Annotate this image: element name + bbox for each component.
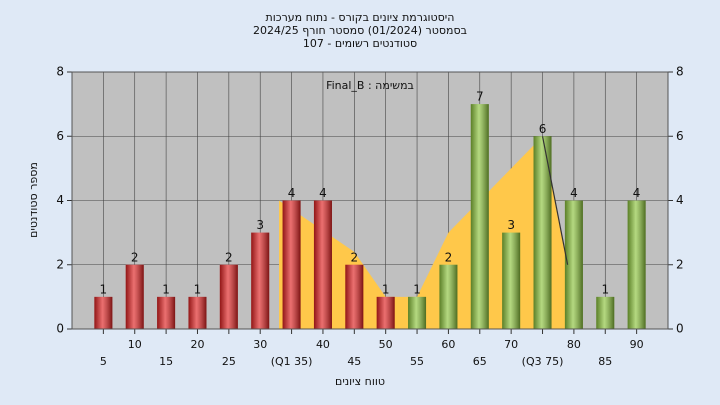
data-label: 1 xyxy=(194,282,202,296)
x-tick-label: (Q1 35) xyxy=(271,355,313,368)
data-label: 2 xyxy=(445,250,453,264)
title-line: היסטוגרמת ציונים בקורס - נתוח מערכות xyxy=(266,11,455,24)
data-label: 1 xyxy=(100,282,108,296)
data-label: 1 xyxy=(382,282,390,296)
plot-frame xyxy=(71,71,669,330)
y-tick-label: 2 xyxy=(56,257,64,271)
bar-shade xyxy=(408,296,427,329)
bar-shade xyxy=(282,200,301,329)
y2-tick-label: 6 xyxy=(676,129,684,143)
bar-shade xyxy=(345,264,364,329)
y2-tick-label: 4 xyxy=(676,193,684,207)
x-tick-label: 25 xyxy=(222,355,236,368)
data-label: 3 xyxy=(256,218,264,232)
x-tick-label: 30 xyxy=(253,338,267,351)
x-tick-label: 5 xyxy=(100,355,107,368)
bar-shade xyxy=(564,200,583,329)
y2-tick-label: 0 xyxy=(676,322,684,336)
y2-tick-label: 8 xyxy=(676,65,684,79)
x-tick-label: 90 xyxy=(630,338,644,351)
x-tick-label: 55 xyxy=(410,355,424,368)
bar-shade xyxy=(596,296,615,329)
data-label: 4 xyxy=(570,186,578,200)
x-tick-label: 40 xyxy=(316,338,330,351)
data-label: 4 xyxy=(288,186,296,200)
bar-shade xyxy=(188,296,207,329)
x-tick-label: (Q3 75) xyxy=(522,355,564,368)
x-tick-label: 85 xyxy=(598,355,612,368)
y-tick-label: 6 xyxy=(56,129,64,143)
x-tick-label: 10 xyxy=(128,338,142,351)
bar-shade xyxy=(157,296,176,329)
x-tick-label: 70 xyxy=(504,338,518,351)
bar-shade xyxy=(376,296,395,329)
bar-shade xyxy=(125,264,144,329)
bar-shade xyxy=(219,264,238,329)
y-tick-label: 8 xyxy=(56,65,64,79)
data-label: 4 xyxy=(633,186,641,200)
x-tick-label: 15 xyxy=(159,355,173,368)
bar-shade xyxy=(470,104,489,329)
y2-tick-label: 2 xyxy=(676,257,684,271)
data-label: 2 xyxy=(350,250,358,264)
title-line: בסמסטר (01/2024) סמסטר חורף 2024/25 xyxy=(253,24,467,37)
title-line: סטודנטים רשומים - 107 xyxy=(303,37,417,50)
data-label: 1 xyxy=(413,282,421,296)
bar-shade xyxy=(533,136,552,329)
trend-line xyxy=(541,136,569,265)
x-tick-label: 50 xyxy=(379,338,393,351)
x-tick-label: 45 xyxy=(347,355,361,368)
data-label: 2 xyxy=(131,250,139,264)
bar-shade xyxy=(502,232,521,329)
data-label: 3 xyxy=(507,218,515,232)
data-label: 7 xyxy=(476,90,484,104)
y-axis-label: מספר סטודנטים xyxy=(27,162,40,238)
x-axis-label: טווח ציונים xyxy=(335,375,385,388)
bar-shade xyxy=(313,200,332,329)
annotation: במשימה : Final_B xyxy=(326,79,414,92)
data-label: 1 xyxy=(601,282,609,296)
x-tick-label: 60 xyxy=(441,338,455,351)
x-tick-label: 80 xyxy=(567,338,581,351)
bar-shade xyxy=(94,296,113,329)
y-tick-label: 4 xyxy=(56,193,64,207)
bar-shade xyxy=(251,232,270,329)
x-tick-label: 65 xyxy=(473,355,487,368)
data-label: 6 xyxy=(539,122,547,136)
bar-shade xyxy=(627,200,646,329)
y-tick-label: 0 xyxy=(56,322,64,336)
data-label: 1 xyxy=(162,282,170,296)
x-tick-label: 20 xyxy=(190,338,204,351)
data-label: 2 xyxy=(225,250,233,264)
bar-shade xyxy=(439,264,458,329)
data-label: 4 xyxy=(319,186,327,200)
